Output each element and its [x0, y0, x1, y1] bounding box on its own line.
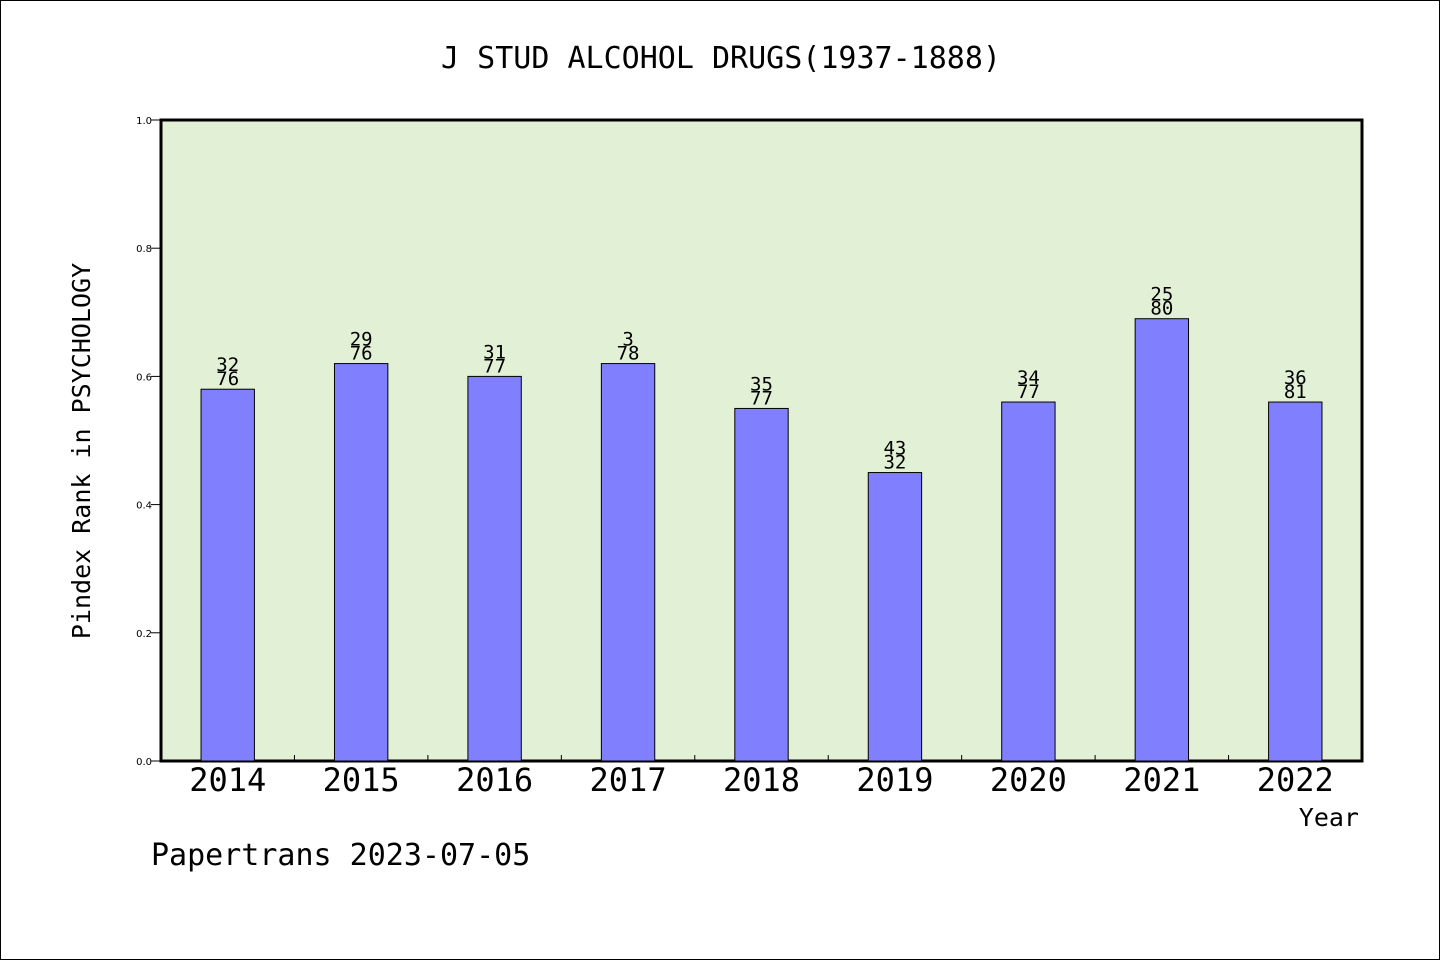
y-tick-label: 0.0	[136, 757, 152, 768]
x-axis-label: Year	[1299, 803, 1359, 832]
bar-2021	[1134, 318, 1190, 762]
y-tick-label: 0.2	[136, 629, 152, 640]
bar-label-bottom: 78	[617, 343, 640, 365]
x-tick-label: 2020	[990, 761, 1067, 799]
y-tick-label: 0.8	[136, 244, 152, 255]
bar-label-top: 31	[483, 341, 506, 363]
bar-label-bottom: 32	[883, 452, 906, 474]
bar-2016	[467, 375, 522, 762]
y-tick-label: 1.0	[136, 116, 152, 127]
y-axis-ticks: 0.0 0.2 0.4 0.6 0.8 1.0	[136, 116, 161, 768]
x-tick-label: 2021	[1123, 761, 1200, 799]
footer-credit: Papertrans 2023-07-05	[151, 838, 530, 873]
bar-2019	[867, 472, 923, 762]
y-tick-label: 0.4	[136, 501, 152, 512]
bar-2022	[1268, 401, 1323, 762]
bar-label-top: 29	[350, 329, 373, 351]
bar-label-bottom: 76	[216, 368, 239, 390]
x-tick-label: 2015	[323, 761, 400, 799]
y-tick-label: 0.6	[136, 372, 152, 383]
bar-label-top: 34	[1017, 367, 1040, 389]
bar-label-top: 36	[1284, 367, 1307, 389]
bar-label-top: 3	[622, 329, 633, 351]
bar-label-bottom: 77	[750, 387, 773, 409]
bar-label-bottom: 77	[483, 355, 506, 377]
x-tick-label: 2019	[856, 761, 933, 799]
x-tick-label: 2022	[1257, 761, 1334, 799]
x-tick-label: 2018	[723, 761, 800, 799]
bar-label-top: 35	[750, 373, 773, 395]
bar-2017	[600, 363, 656, 762]
x-axis-ticks: 2014 2015 2016 2017 2018 2019 2020 2021 2022	[189, 755, 1334, 799]
bar-label-bottom: 77	[1017, 381, 1040, 403]
bar-2014	[200, 388, 255, 762]
bar-2020	[1001, 401, 1056, 762]
bar-2015	[333, 363, 389, 762]
x-tick-label: 2016	[456, 761, 533, 799]
chart-title: J STUD ALCOHOL DRUGS(1937-1888)	[441, 41, 1001, 76]
bar-label-top: 43	[883, 438, 906, 460]
bar-label-bottom: 81	[1284, 381, 1307, 403]
bar-2018	[734, 407, 789, 762]
bar-label-top: 25	[1150, 284, 1173, 306]
x-tick-label: 2017	[590, 761, 667, 799]
y-axis-label: Pindex Rank in PSYCHOLOGY	[67, 263, 96, 639]
bar-label-top: 32	[216, 354, 239, 376]
x-tick-label: 2014	[189, 761, 266, 799]
bar-label-bottom: 80	[1150, 298, 1173, 320]
bar-label-bottom: 76	[350, 343, 373, 365]
